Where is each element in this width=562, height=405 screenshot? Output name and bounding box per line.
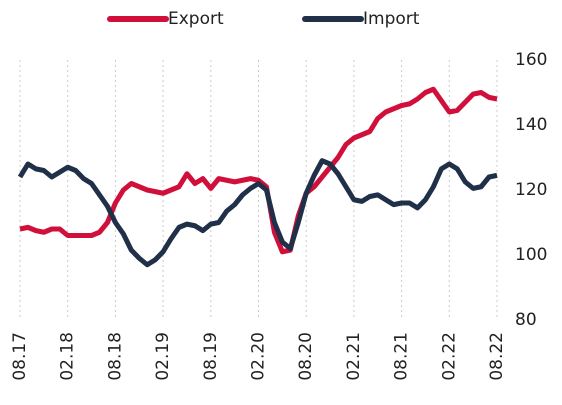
y-tick-label: 140 xyxy=(515,115,547,135)
x-tick-label: 08.18 xyxy=(105,332,125,381)
line-series xyxy=(17,158,498,268)
legend-label: Import xyxy=(363,9,420,29)
x-tick-label: 02.20 xyxy=(249,332,269,381)
x-tick-label: 08.20 xyxy=(296,332,316,381)
x-tick-label: 02.19 xyxy=(153,332,173,381)
line-series xyxy=(19,86,498,255)
legend-label: Export xyxy=(168,9,224,29)
y-tick-label: 160 xyxy=(515,50,547,70)
y-tick-label: 120 xyxy=(515,180,547,200)
x-tick-label: 08.22 xyxy=(487,332,507,381)
x-tick-label: 02.21 xyxy=(344,332,364,381)
y-tick-label: 100 xyxy=(515,245,547,265)
x-tick-label: 02.18 xyxy=(58,332,78,381)
x-tick-label: 08.19 xyxy=(201,332,221,381)
x-tick-label: 08.17 xyxy=(10,332,30,381)
x-tick-label: 08.21 xyxy=(392,332,412,381)
y-tick-label: 80 xyxy=(515,310,537,330)
x-tick-label: 02.22 xyxy=(439,332,459,381)
